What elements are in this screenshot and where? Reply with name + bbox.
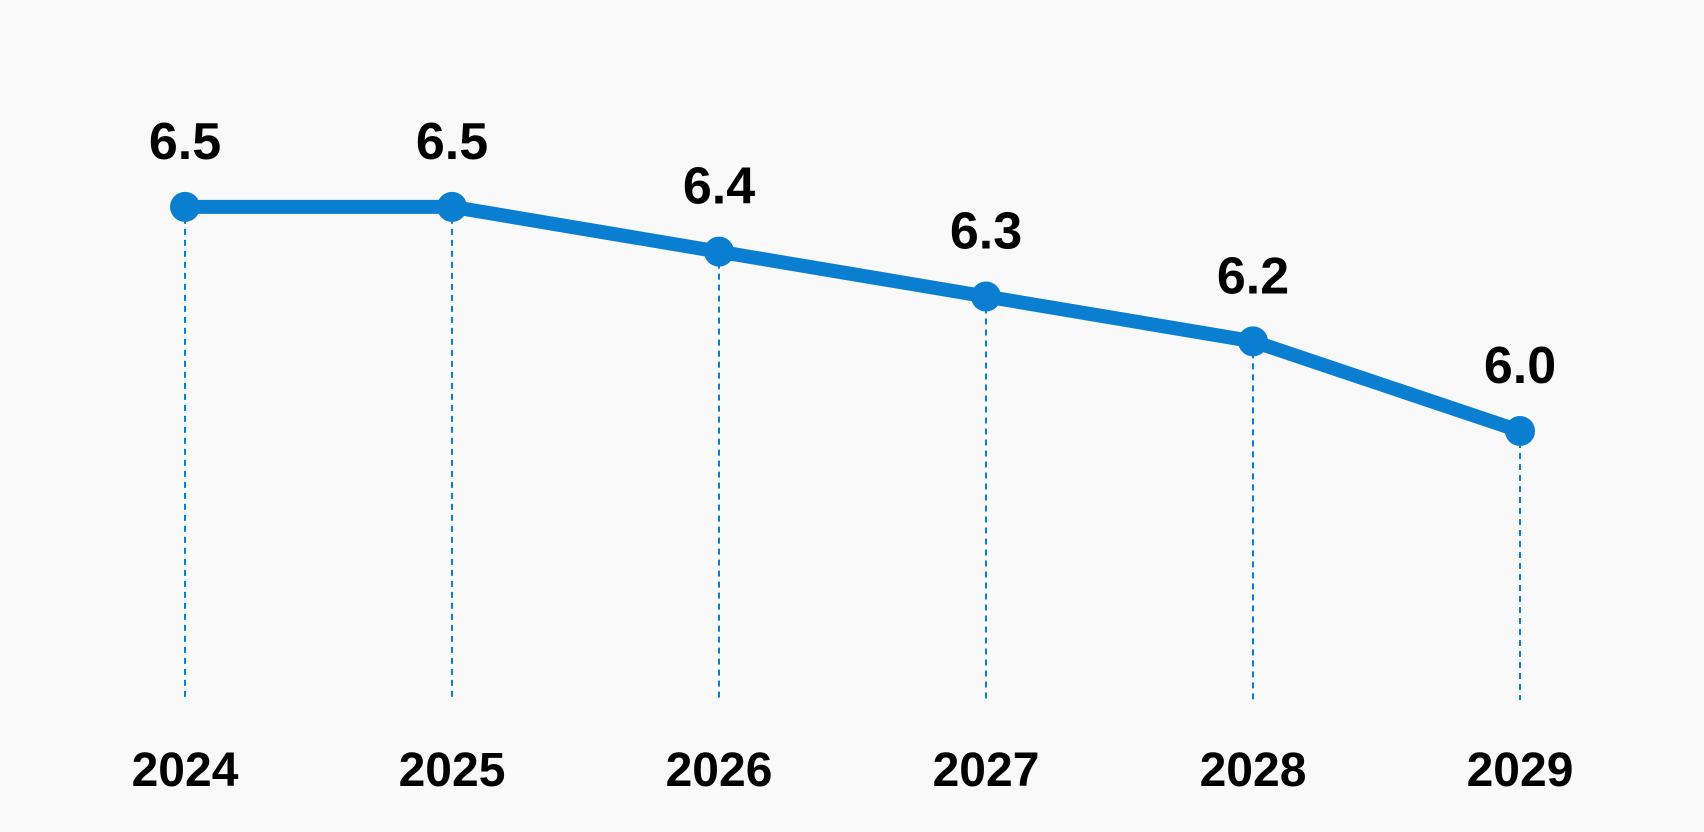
data-point-2024: [170, 191, 200, 222]
x-axis-tick-labels: 2024 2025 2026 2027 2028 2029: [132, 744, 1574, 797]
series-line-group: [178, 199, 1527, 438]
x-tick-label-2024: 2024: [132, 744, 239, 797]
data-label-2025: 6.5: [416, 113, 488, 171]
data-label-2024: 6.5: [149, 113, 221, 171]
x-tick-label-2027: 2027: [933, 744, 1040, 797]
data-points: [170, 191, 1535, 446]
x-tick-label-2028: 2028: [1200, 744, 1307, 797]
data-point-2027: [971, 281, 1001, 312]
data-point-2029: [1505, 416, 1535, 446]
series-line: [178, 199, 1527, 438]
data-label-2028: 6.2: [1217, 247, 1289, 305]
data-point-2025: [437, 191, 467, 222]
x-tick-label-2026: 2026: [666, 744, 773, 797]
data-labels: 6.5 6.5 6.4 6.3 6.2 6.0: [149, 113, 1556, 395]
data-label-2029: 6.0: [1484, 337, 1556, 395]
x-tick-label-2029: 2029: [1467, 744, 1574, 797]
data-label-2027: 6.3: [950, 203, 1022, 261]
data-label-2026: 6.4: [683, 158, 755, 216]
x-tick-label-2025: 2025: [399, 744, 506, 797]
data-point-2026: [704, 236, 734, 267]
data-point-2028: [1238, 326, 1268, 357]
drop-lines: [184, 206, 1521, 700]
